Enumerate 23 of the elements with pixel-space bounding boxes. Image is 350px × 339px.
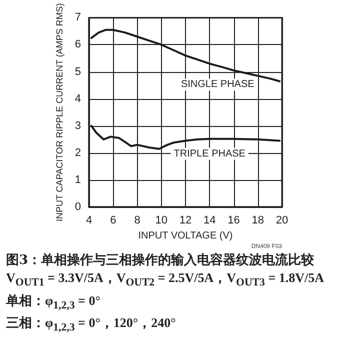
text: V$_{OUT1}$ = 3.3V/5A，V$_{OUT2}$ = 2.5V/5A，V$_{OUT3}$ = 1.8V/5A 单相：φ$_{1,2,3}$ = 0° 三相：φ$_{1,2,3}$ = 0°，120°，240° [6,270,324,334]
x-tick-label: 14 [204,214,216,226]
y-tick-label: 0 [74,201,81,213]
x-tick-label: 16 [228,214,240,226]
x-tick-label: 6 [110,214,116,226]
y-tick-label: 1 [74,174,81,186]
y-axis-title: INPUT CAPACITOR RIPPLE CURRENT (AMPS RMS) [54,3,64,222]
x-tick-label: 12 [179,214,192,226]
y-tick-label: 6 [74,38,81,51]
series-label: TRIPLE PHASE [174,148,246,160]
x-tick-label: 20 [276,214,288,226]
x-tick-label: 4 [86,214,92,226]
text: 图3：单相操作与三相操作的输入电容器纹波电流比较 [5,252,316,269]
y-tick-label: 4 [74,92,81,105]
x-tick-label: 8 [134,214,140,226]
y-tick-label: 2 [74,146,81,159]
x-tick-label: 10 [155,214,168,226]
y-tick-label: 5 [74,66,81,78]
y-tick-label: 7 [74,12,81,24]
series-label: SINGLE PHASE [180,79,255,90]
x-axis-title: INPUT VOLTAGE (V) [138,230,233,242]
y-tick-label: 3 [74,120,81,132]
x-tick-label: 18 [252,214,264,226]
